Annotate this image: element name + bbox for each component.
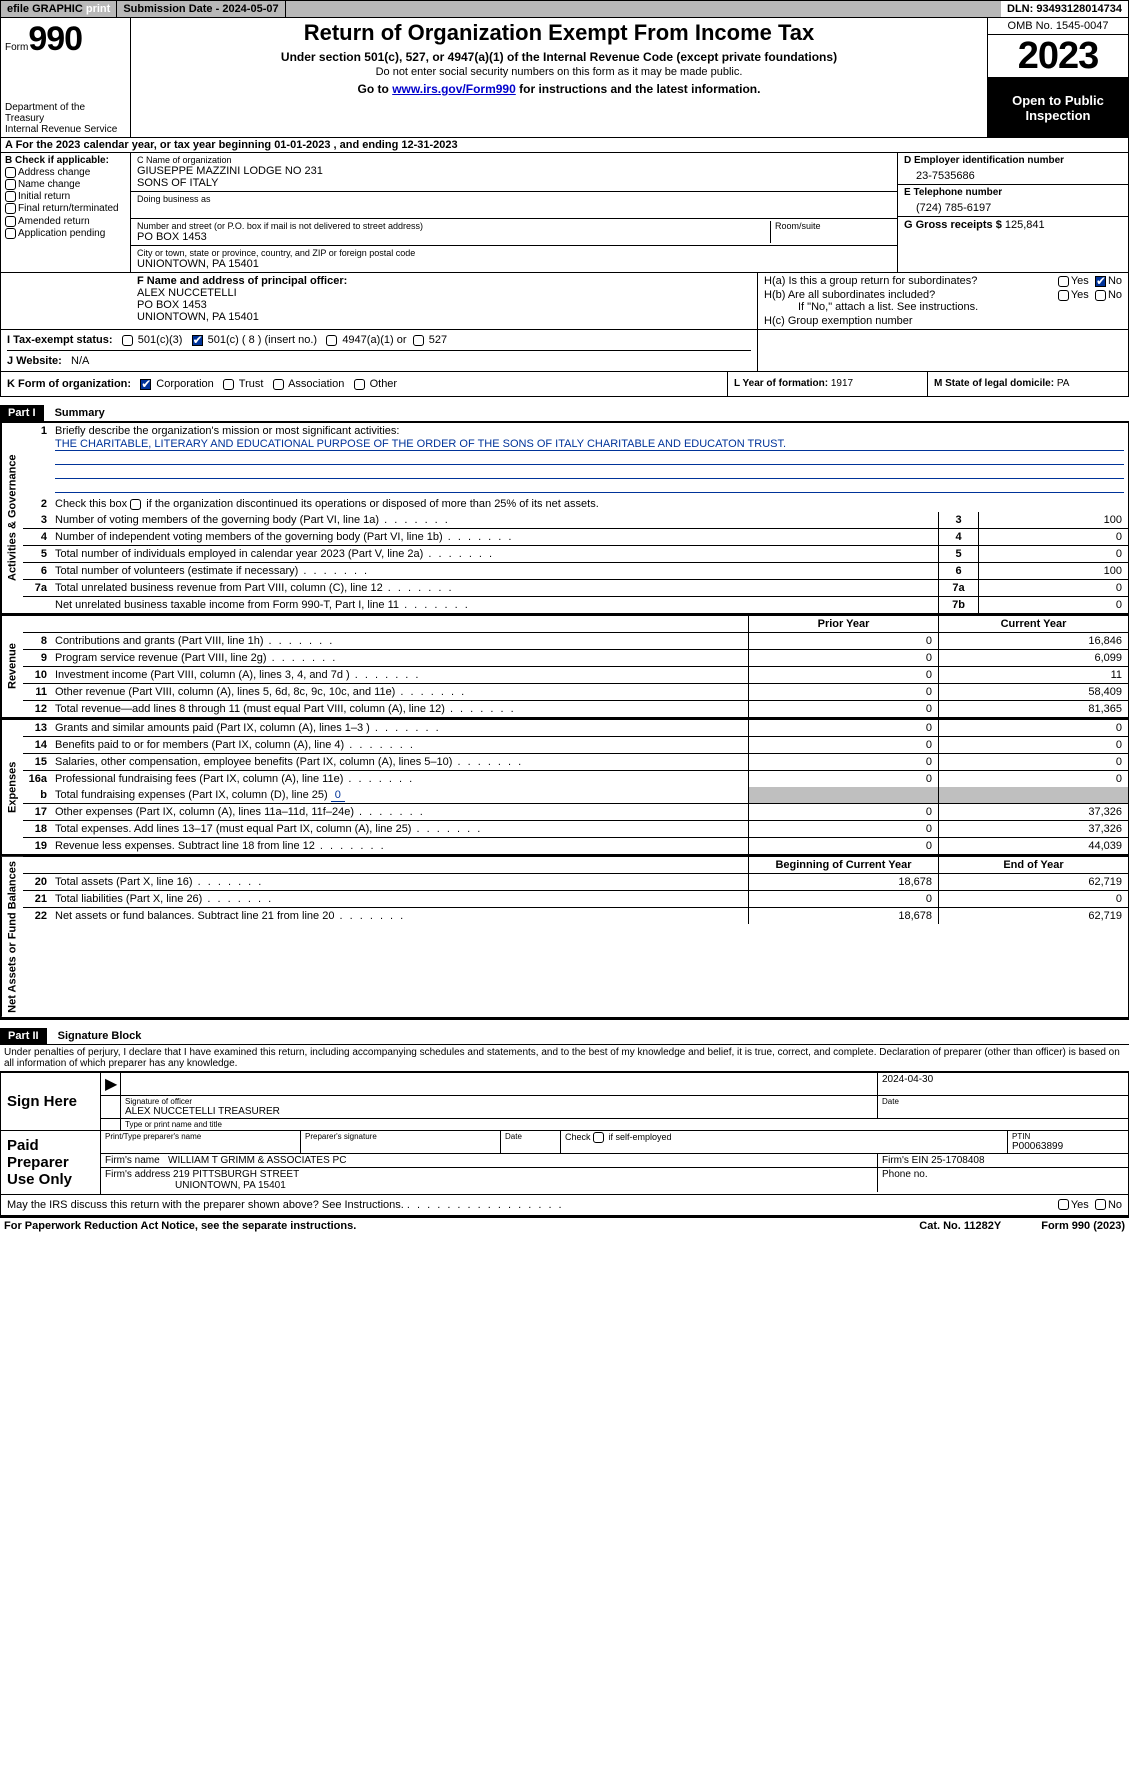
- table-row: 22Net assets or fund balances. Subtract …: [23, 908, 1128, 924]
- box-b: B Check if applicable: Address change Na…: [1, 153, 131, 272]
- open-inspection: Open to Public Inspection: [988, 78, 1128, 137]
- form-title: Return of Organization Exempt From Incom…: [139, 20, 979, 46]
- mission-text: THE CHARITABLE, LITERARY AND EDUCATIONAL…: [55, 438, 1124, 451]
- sign-date: 2024-04-30: [878, 1073, 1128, 1095]
- tab-revenue: Revenue: [1, 616, 23, 717]
- section-f-h: F Name and address of principal officer:…: [0, 273, 1129, 330]
- dept-label: Department of the Treasury Internal Reve…: [5, 102, 126, 135]
- domicile: PA: [1057, 378, 1070, 389]
- perjury-declaration: Under penalties of perjury, I declare th…: [0, 1045, 1129, 1072]
- ein: 23-7535686: [904, 166, 1122, 182]
- discuss-row: May the IRS discuss this return with the…: [0, 1195, 1129, 1216]
- dln: DLN: 93493128014734: [1001, 1, 1128, 17]
- part1-activities: Activities & Governance 1 Briefly descri…: [0, 422, 1129, 614]
- org-address: PO BOX 1453: [137, 231, 766, 243]
- phone: (724) 785-6197: [904, 198, 1122, 214]
- efile-label: efile GRAPHIC print: [1, 1, 117, 17]
- footer: For Paperwork Reduction Act Notice, see …: [0, 1216, 1129, 1234]
- irs-link[interactable]: www.irs.gov/Form990: [392, 82, 516, 96]
- table-row: 9Program service revenue (Part VIII, lin…: [23, 650, 1128, 667]
- table-row: 12Total revenue—add lines 8 through 11 (…: [23, 701, 1128, 717]
- omb-number: OMB No. 1545-0047: [988, 18, 1128, 35]
- officer-name: ALEX NUCCETELLI: [137, 287, 751, 299]
- table-row: 15Salaries, other compensation, employee…: [23, 754, 1128, 771]
- part2-header: Part II: [0, 1028, 47, 1044]
- row-a-tax-year: A For the 2023 calendar year, or tax yea…: [0, 138, 1129, 153]
- table-row: 14Benefits paid to or for members (Part …: [23, 737, 1128, 754]
- box-c: C Name of organization GIUSEPPE MAZZINI …: [131, 153, 898, 272]
- officer-signature: ALEX NUCCETELLI TREASURER: [125, 1106, 873, 1117]
- firm-address: 219 PITTSBURGH STREET: [173, 1169, 299, 1180]
- table-row: 11Other revenue (Part VIII, column (A), …: [23, 684, 1128, 701]
- row-i-j: I Tax-exempt status: 501(c)(3) 501(c) ( …: [0, 330, 1129, 372]
- print-link[interactable]: print: [86, 3, 110, 15]
- form-footer: Form 990 (2023): [1041, 1220, 1125, 1232]
- website: N/A: [71, 355, 89, 367]
- corp-check: [140, 379, 151, 390]
- form-number: Form990: [5, 20, 126, 59]
- tab-net-assets: Net Assets or Fund Balances: [1, 857, 23, 1017]
- firm-name: WILLIAM T GRIMM & ASSOCIATES PC: [168, 1155, 346, 1166]
- part1-header: Part I: [0, 405, 44, 421]
- table-row: 21Total liabilities (Part X, line 26)00: [23, 891, 1128, 908]
- part1-revenue: Revenue Prior YearCurrent Year 8Contribu…: [0, 614, 1129, 718]
- sign-here-label: Sign Here: [1, 1073, 101, 1130]
- year-formation: 1917: [831, 378, 853, 389]
- instructions-link: Go to www.irs.gov/Form990 for instructio…: [139, 82, 979, 96]
- tab-activities: Activities & Governance: [1, 423, 23, 613]
- table-row: 16aProfessional fundraising fees (Part I…: [23, 771, 1128, 787]
- part1-net-assets: Net Assets or Fund Balances Beginning of…: [0, 855, 1129, 1018]
- h-a-no-check: [1095, 276, 1106, 287]
- submission-date: Submission Date - 2024-05-07: [117, 1, 285, 17]
- box-h: H(a) Is this a group return for subordin…: [758, 273, 1128, 329]
- table-row: 10Investment income (Part VIII, column (…: [23, 667, 1128, 684]
- 501c-check: [192, 335, 203, 346]
- org-name: GIUSEPPE MAZZINI LODGE NO 231: [137, 165, 891, 177]
- cat-no: Cat. No. 11282Y: [919, 1220, 1001, 1232]
- form-header: Form990 Department of the Treasury Inter…: [0, 18, 1129, 138]
- table-row: 19Revenue less expenses. Subtract line 1…: [23, 838, 1128, 854]
- tab-expenses: Expenses: [1, 720, 23, 854]
- part2-title: Signature Block: [50, 1028, 150, 1044]
- pra-notice: For Paperwork Reduction Act Notice, see …: [4, 1220, 356, 1232]
- paid-preparer-label: Paid Preparer Use Only: [1, 1131, 101, 1194]
- part1-expenses: Expenses 13Grants and similar amounts pa…: [0, 718, 1129, 855]
- form-subtitle: Under section 501(c), 527, or 4947(a)(1)…: [139, 50, 979, 64]
- row-k-l-m: K Form of organization: Corporation Trus…: [0, 372, 1129, 397]
- part1-title: Summary: [47, 405, 113, 421]
- fundraising-total: 0: [331, 789, 345, 802]
- gross-receipts: 125,841: [1005, 219, 1045, 231]
- box-f: F Name and address of principal officer:…: [131, 273, 758, 329]
- box-d-e-g: D Employer identification number 23-7535…: [898, 153, 1128, 272]
- tax-year: 2023: [988, 35, 1128, 78]
- firm-ein: 25-1708408: [931, 1155, 984, 1166]
- arrow-icon: ▶: [101, 1073, 121, 1095]
- table-row: 8Contributions and grants (Part VIII, li…: [23, 633, 1128, 650]
- table-row: 13Grants and similar amounts paid (Part …: [23, 720, 1128, 737]
- section-b-to-g: B Check if applicable: Address change Na…: [0, 153, 1129, 273]
- ptin: P00063899: [1012, 1141, 1124, 1152]
- org-city: UNIONTOWN, PA 15401: [137, 258, 891, 270]
- table-row: 18Total expenses. Add lines 13–17 (must …: [23, 821, 1128, 838]
- ssn-notice: Do not enter social security numbers on …: [139, 66, 979, 78]
- table-row: 20Total assets (Part X, line 16)18,67862…: [23, 874, 1128, 891]
- topbar: efile GRAPHIC print Submission Date - 20…: [0, 0, 1129, 18]
- signature-block: Sign Here ▶ 2024-04-30 Signature of offi…: [0, 1072, 1129, 1195]
- table-row: 17Other expenses (Part IX, column (A), l…: [23, 804, 1128, 821]
